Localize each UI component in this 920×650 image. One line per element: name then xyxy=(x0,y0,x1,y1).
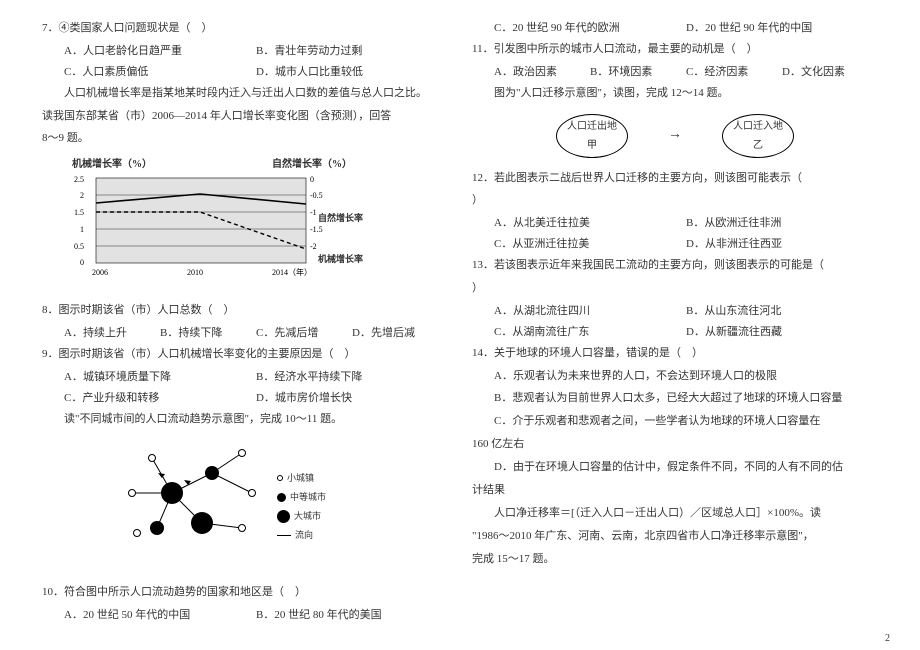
q8-stem: 8．图示时期该省（市）人口总数（ ） xyxy=(42,300,448,321)
legend-mech: 机械增长率 xyxy=(318,251,694,268)
chart-left-axis-label: 机械增长率（%） xyxy=(72,155,152,174)
bubble-out: 人口迁出地甲 xyxy=(556,114,628,158)
q7-opt-d: D．城市人口比重较低 xyxy=(256,62,448,83)
q11-opt-b: B．环境因素 xyxy=(590,62,686,83)
q13-opts-row1: A．从湖北流往四川 B．从山东流往河北 xyxy=(472,301,878,322)
q13-opts-row2: C．从湖南流往广东 D．从新疆流往西藏 xyxy=(472,322,878,343)
left-column: 7．④类国家人口问题现状是（ ） A．人口老龄化日趋严重 B．青壮年劳动力过剩 … xyxy=(30,18,460,640)
q9-opts-row2: C．产业升级和转移 D．城市房价增长快 xyxy=(42,388,448,409)
q9-opt-d: D．城市房价增长快 xyxy=(256,388,448,409)
q13-opt-d: D．从新疆流往西藏 xyxy=(686,322,878,343)
intro-1214: 图为"人口迁移示意图"，读图，完成 12～14 题。 xyxy=(472,83,878,104)
q11-opt-a: A．政治因素 xyxy=(494,62,590,83)
svg-text:0: 0 xyxy=(80,258,84,267)
legend-mid: 中等城市 xyxy=(277,489,347,506)
q14-opt-b: B．悲观者认为目前世界人口太多，已经大大超过了地球的环境人口容量 xyxy=(472,388,878,409)
q13-close: ） xyxy=(472,278,878,299)
q10-opt-b: B．20 世纪 80 年代的美国 xyxy=(256,605,448,626)
intro-89-c: 8～9 题。 xyxy=(42,128,448,149)
q7-opt-a: A．人口老龄化日趋严重 xyxy=(64,41,256,62)
svg-text:1.5: 1.5 xyxy=(74,208,84,217)
q7-stem: 7．④类国家人口问题现状是（ ） xyxy=(42,18,448,39)
chart-right-axis-label: 自然增长率（%） xyxy=(272,155,352,174)
q12-opt-b: B．从欧洲迁往非洲 xyxy=(686,213,878,234)
q7-opts-row2: C．人口素质偏低 D．城市人口比重较低 xyxy=(42,62,448,83)
svg-text:2006: 2006 xyxy=(92,268,108,277)
migration-diagram: 人口迁出地甲 → 人口迁入地乙 xyxy=(472,114,878,158)
q13-opt-b: B．从山东流往河北 xyxy=(686,301,878,322)
svg-text:2.5: 2.5 xyxy=(74,175,84,184)
q9-stem: 9．图示时期该省（市）人口机械增长率变化的主要原因是（ ） xyxy=(42,344,448,365)
intro-1011: 读"不同城市间的人口流动趋势示意图"，完成 10～11 题。 xyxy=(42,409,448,430)
bubble-in: 人口迁入地乙 xyxy=(722,114,794,158)
svg-text:-1: -1 xyxy=(310,208,317,217)
svg-text:1: 1 xyxy=(80,225,84,234)
right-column: C．20 世纪 90 年代的欧洲 D．20 世纪 90 年代的中国 11．引发图… xyxy=(460,18,890,640)
q8-opt-a: A．持续上升 xyxy=(64,323,160,344)
q7-opts-row1: A．人口老龄化日趋严重 B．青壮年劳动力过剩 xyxy=(42,41,448,62)
legend-flow: 流向 xyxy=(277,527,347,544)
flow-line-icon xyxy=(277,535,291,536)
q10-opt-c: C．20 世纪 90 年代的欧洲 xyxy=(494,18,686,39)
intro-1517-c: 完成 15～17 题。 xyxy=(472,549,878,570)
legend-small: 小城镇 xyxy=(277,470,347,487)
arrow-icon: → xyxy=(668,122,682,149)
svg-text:0.5: 0.5 xyxy=(74,242,84,251)
q14-opt-d2: 计结果 xyxy=(472,480,878,501)
mid-dot-icon xyxy=(277,493,286,502)
svg-text:2014（年）: 2014（年） xyxy=(272,267,312,277)
q7-opt-c: C．人口素质偏低 xyxy=(64,62,256,83)
svg-text:2010: 2010 xyxy=(187,268,203,277)
svg-text:-0.5: -0.5 xyxy=(310,191,323,200)
intro-1517-a: 人口净迁移率＝[（迁入人口－迁出人口）／区域总人口］×100%。读 xyxy=(472,503,878,524)
q14-opt-d: D．由于在环境人口容量的估计中，假定条件不同，不同的人有不同的估 xyxy=(472,457,878,478)
q14-stem: 14．关于地球的环境人口容量，错误的是（ ） xyxy=(472,343,878,364)
q12-opt-d: D．从非洲迁往西亚 xyxy=(686,234,878,255)
page-number: 2 xyxy=(885,633,890,644)
svg-text:-2: -2 xyxy=(310,242,317,251)
q8-opt-c: C．先减后增 xyxy=(256,323,352,344)
q11-opt-c: C．经济因素 xyxy=(686,62,782,83)
line-chart-svg: 2.5 2 1.5 1 0.5 0 0 -0.5 -1 -1.5 -2 2006… xyxy=(72,174,352,284)
q8-opts: A．持续上升 B．持续下降 C．先减后增 D．先增后减 xyxy=(42,323,448,344)
q11-opts: A．政治因素 B．环境因素 C．经济因素 D．文化因素 xyxy=(472,62,878,83)
q13-opt-a: A．从湖北流往四川 xyxy=(494,301,686,322)
legend-big: 大城市 xyxy=(277,508,347,525)
q12-stem: 12．若此图表示二战后世界人口迁移的主要方向，则该图可能表示（ xyxy=(472,168,878,189)
q10-opts-row2: C．20 世纪 90 年代的欧洲 D．20 世纪 90 年代的中国 xyxy=(472,18,878,39)
big-dot-icon xyxy=(277,510,290,523)
q9-opt-b: B．经济水平持续下降 xyxy=(256,367,448,388)
q10-stem: 10．符合图中所示人口流动趋势的国家和地区是（ ） xyxy=(42,582,448,603)
q11-opt-d: D．文化因素 xyxy=(782,62,878,83)
legend-natural: 自然增长率 xyxy=(318,210,694,227)
q14-opt-c: C．介于乐观者和悲观者之间，一些学者认为地球的环境人口容量在 xyxy=(472,411,878,432)
q9-opt-c: C．产业升级和转移 xyxy=(64,388,256,409)
q13-opt-c: C．从湖南流往广东 xyxy=(494,322,686,343)
svg-text:0: 0 xyxy=(310,175,314,184)
q10-opt-a: A．20 世纪 50 年代的中国 xyxy=(64,605,256,626)
q14-opt-a: A．乐观者认为未来世界的人口，不会达到环境人口的极限 xyxy=(472,366,878,387)
q11-stem: 11．引发图中所示的城市人口流动，最主要的动机是（ ） xyxy=(472,39,878,60)
small-dot-icon xyxy=(277,475,283,481)
q8-opt-b: B．持续下降 xyxy=(160,323,256,344)
q9-opts-row1: A．城镇环境质量下降 B．经济水平持续下降 xyxy=(42,367,448,388)
q9-opt-a: A．城镇环境质量下降 xyxy=(64,367,256,388)
q14-opt-c2: 160 亿左右 xyxy=(472,434,878,455)
svg-text:2: 2 xyxy=(80,191,84,200)
intro-1517-b: "1986～2010 年广东、河南、云南，北京四省市人口净迁移率示意图"， xyxy=(472,526,878,547)
q10-opts-row1: A．20 世纪 50 年代的中国 B．20 世纪 80 年代的美国 xyxy=(42,605,448,626)
q10-opt-d: D．20 世纪 90 年代的中国 xyxy=(686,18,878,39)
intro-89-a: 人口机械增长率是指某地某时段内迁入与迁出人口数的差值与总人口之比。 xyxy=(42,83,448,104)
q8-opt-d: D．先增后减 xyxy=(352,323,448,344)
q7-opt-b: B．青壮年劳动力过剩 xyxy=(256,41,448,62)
intro-89-b: 读我国东部某省（市）2006—2014 年人口增长率变化图（含预测），回答 xyxy=(42,106,448,127)
q12-close: ） xyxy=(472,190,878,211)
